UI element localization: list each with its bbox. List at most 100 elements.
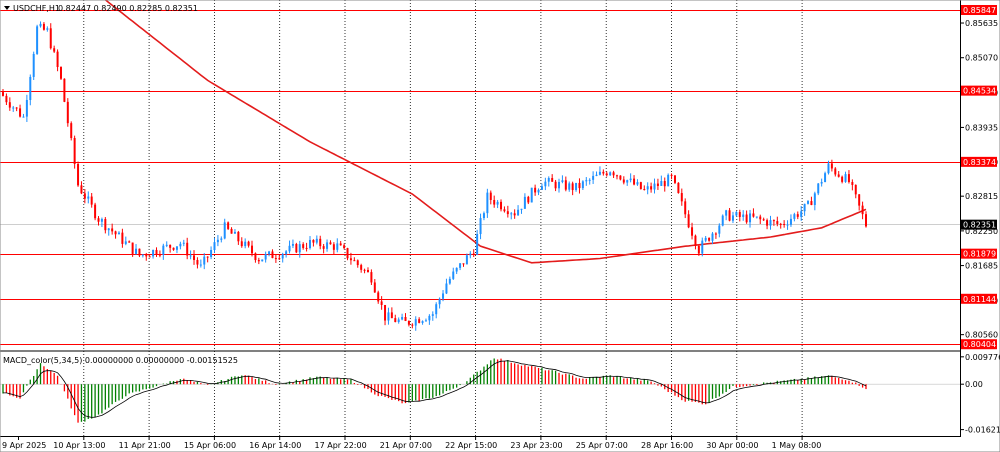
candle[interactable]	[175, 246, 178, 250]
candle[interactable]	[476, 234, 479, 255]
candle[interactable]	[346, 248, 349, 259]
candle[interactable]	[844, 174, 847, 182]
candle[interactable]	[479, 218, 482, 235]
candle[interactable]	[117, 232, 120, 235]
candle[interactable]	[697, 245, 700, 254]
candle[interactable]	[390, 312, 393, 319]
candle[interactable]	[70, 123, 73, 139]
candle[interactable]	[779, 223, 782, 225]
candle[interactable]	[237, 231, 240, 242]
candle[interactable]	[148, 256, 151, 258]
candle[interactable]	[53, 48, 56, 52]
candle[interactable]	[380, 301, 383, 305]
candle[interactable]	[745, 214, 748, 223]
candle[interactable]	[442, 293, 445, 299]
candle[interactable]	[639, 182, 642, 190]
candle[interactable]	[66, 101, 69, 124]
candle[interactable]	[752, 213, 755, 217]
candle[interactable]	[455, 267, 458, 272]
candle[interactable]	[370, 272, 373, 283]
candle[interactable]	[619, 175, 622, 180]
candle[interactable]	[820, 182, 823, 184]
candle[interactable]	[295, 243, 298, 253]
candle[interactable]	[605, 173, 608, 176]
candle[interactable]	[254, 253, 257, 261]
candle[interactable]	[766, 220, 769, 226]
candle[interactable]	[742, 214, 745, 217]
candle[interactable]	[411, 324, 414, 326]
candle[interactable]	[585, 180, 588, 182]
candle[interactable]	[807, 201, 810, 204]
candle[interactable]	[500, 201, 503, 210]
candle[interactable]	[755, 216, 758, 218]
candle[interactable]	[609, 172, 612, 176]
candle[interactable]	[575, 182, 578, 191]
candle[interactable]	[711, 233, 714, 241]
candle[interactable]	[356, 260, 359, 266]
candle[interactable]	[227, 222, 230, 229]
candle[interactable]	[397, 319, 400, 323]
candle[interactable]	[206, 256, 209, 258]
candle[interactable]	[598, 171, 601, 175]
candle[interactable]	[145, 254, 148, 257]
candle[interactable]	[633, 178, 636, 185]
candle[interactable]	[510, 213, 513, 215]
candle[interactable]	[343, 245, 346, 249]
candle[interactable]	[503, 209, 506, 212]
candle[interactable]	[353, 260, 356, 262]
candle[interactable]	[592, 175, 595, 180]
candle[interactable]	[189, 255, 192, 257]
candle[interactable]	[8, 102, 11, 108]
candle[interactable]	[121, 232, 124, 244]
candle[interactable]	[469, 253, 472, 256]
candle[interactable]	[735, 212, 738, 216]
candle[interactable]	[817, 183, 820, 194]
candle[interactable]	[322, 246, 325, 249]
candle[interactable]	[847, 174, 850, 183]
candle[interactable]	[534, 187, 537, 193]
candle[interactable]	[527, 196, 530, 203]
candle[interactable]	[2, 92, 4, 96]
candle[interactable]	[581, 181, 584, 189]
candle[interactable]	[626, 180, 629, 183]
candle[interactable]	[861, 205, 864, 215]
candle[interactable]	[360, 265, 363, 270]
candle[interactable]	[244, 241, 247, 247]
candle[interactable]	[329, 242, 332, 245]
candle[interactable]	[152, 249, 155, 257]
candle[interactable]	[769, 220, 772, 226]
candle[interactable]	[308, 239, 311, 249]
candle[interactable]	[578, 182, 581, 189]
candle[interactable]	[73, 138, 76, 164]
candle[interactable]	[288, 245, 291, 252]
candle[interactable]	[100, 219, 103, 222]
candle[interactable]	[193, 255, 196, 260]
candle[interactable]	[564, 180, 567, 190]
candle[interactable]	[544, 181, 547, 187]
candle[interactable]	[5, 95, 8, 103]
candle[interactable]	[803, 203, 806, 212]
candle[interactable]	[691, 227, 694, 236]
candle[interactable]	[636, 182, 639, 185]
candle[interactable]	[135, 248, 138, 254]
candle[interactable]	[687, 214, 690, 228]
candle[interactable]	[49, 28, 52, 49]
candle[interactable]	[251, 245, 254, 254]
candle[interactable]	[271, 251, 274, 259]
candle[interactable]	[489, 192, 492, 200]
candle[interactable]	[373, 282, 376, 293]
candle[interactable]	[622, 179, 625, 183]
candle[interactable]	[19, 108, 22, 117]
candle[interactable]	[36, 26, 39, 54]
candle[interactable]	[615, 175, 618, 177]
candle[interactable]	[612, 172, 615, 176]
candle[interactable]	[257, 260, 260, 262]
candle[interactable]	[56, 51, 59, 68]
candle[interactable]	[554, 181, 557, 189]
candle[interactable]	[94, 204, 97, 219]
candle[interactable]	[813, 193, 816, 206]
candle[interactable]	[42, 23, 45, 30]
candle[interactable]	[332, 244, 335, 250]
candle[interactable]	[377, 292, 380, 302]
candle[interactable]	[660, 181, 663, 186]
